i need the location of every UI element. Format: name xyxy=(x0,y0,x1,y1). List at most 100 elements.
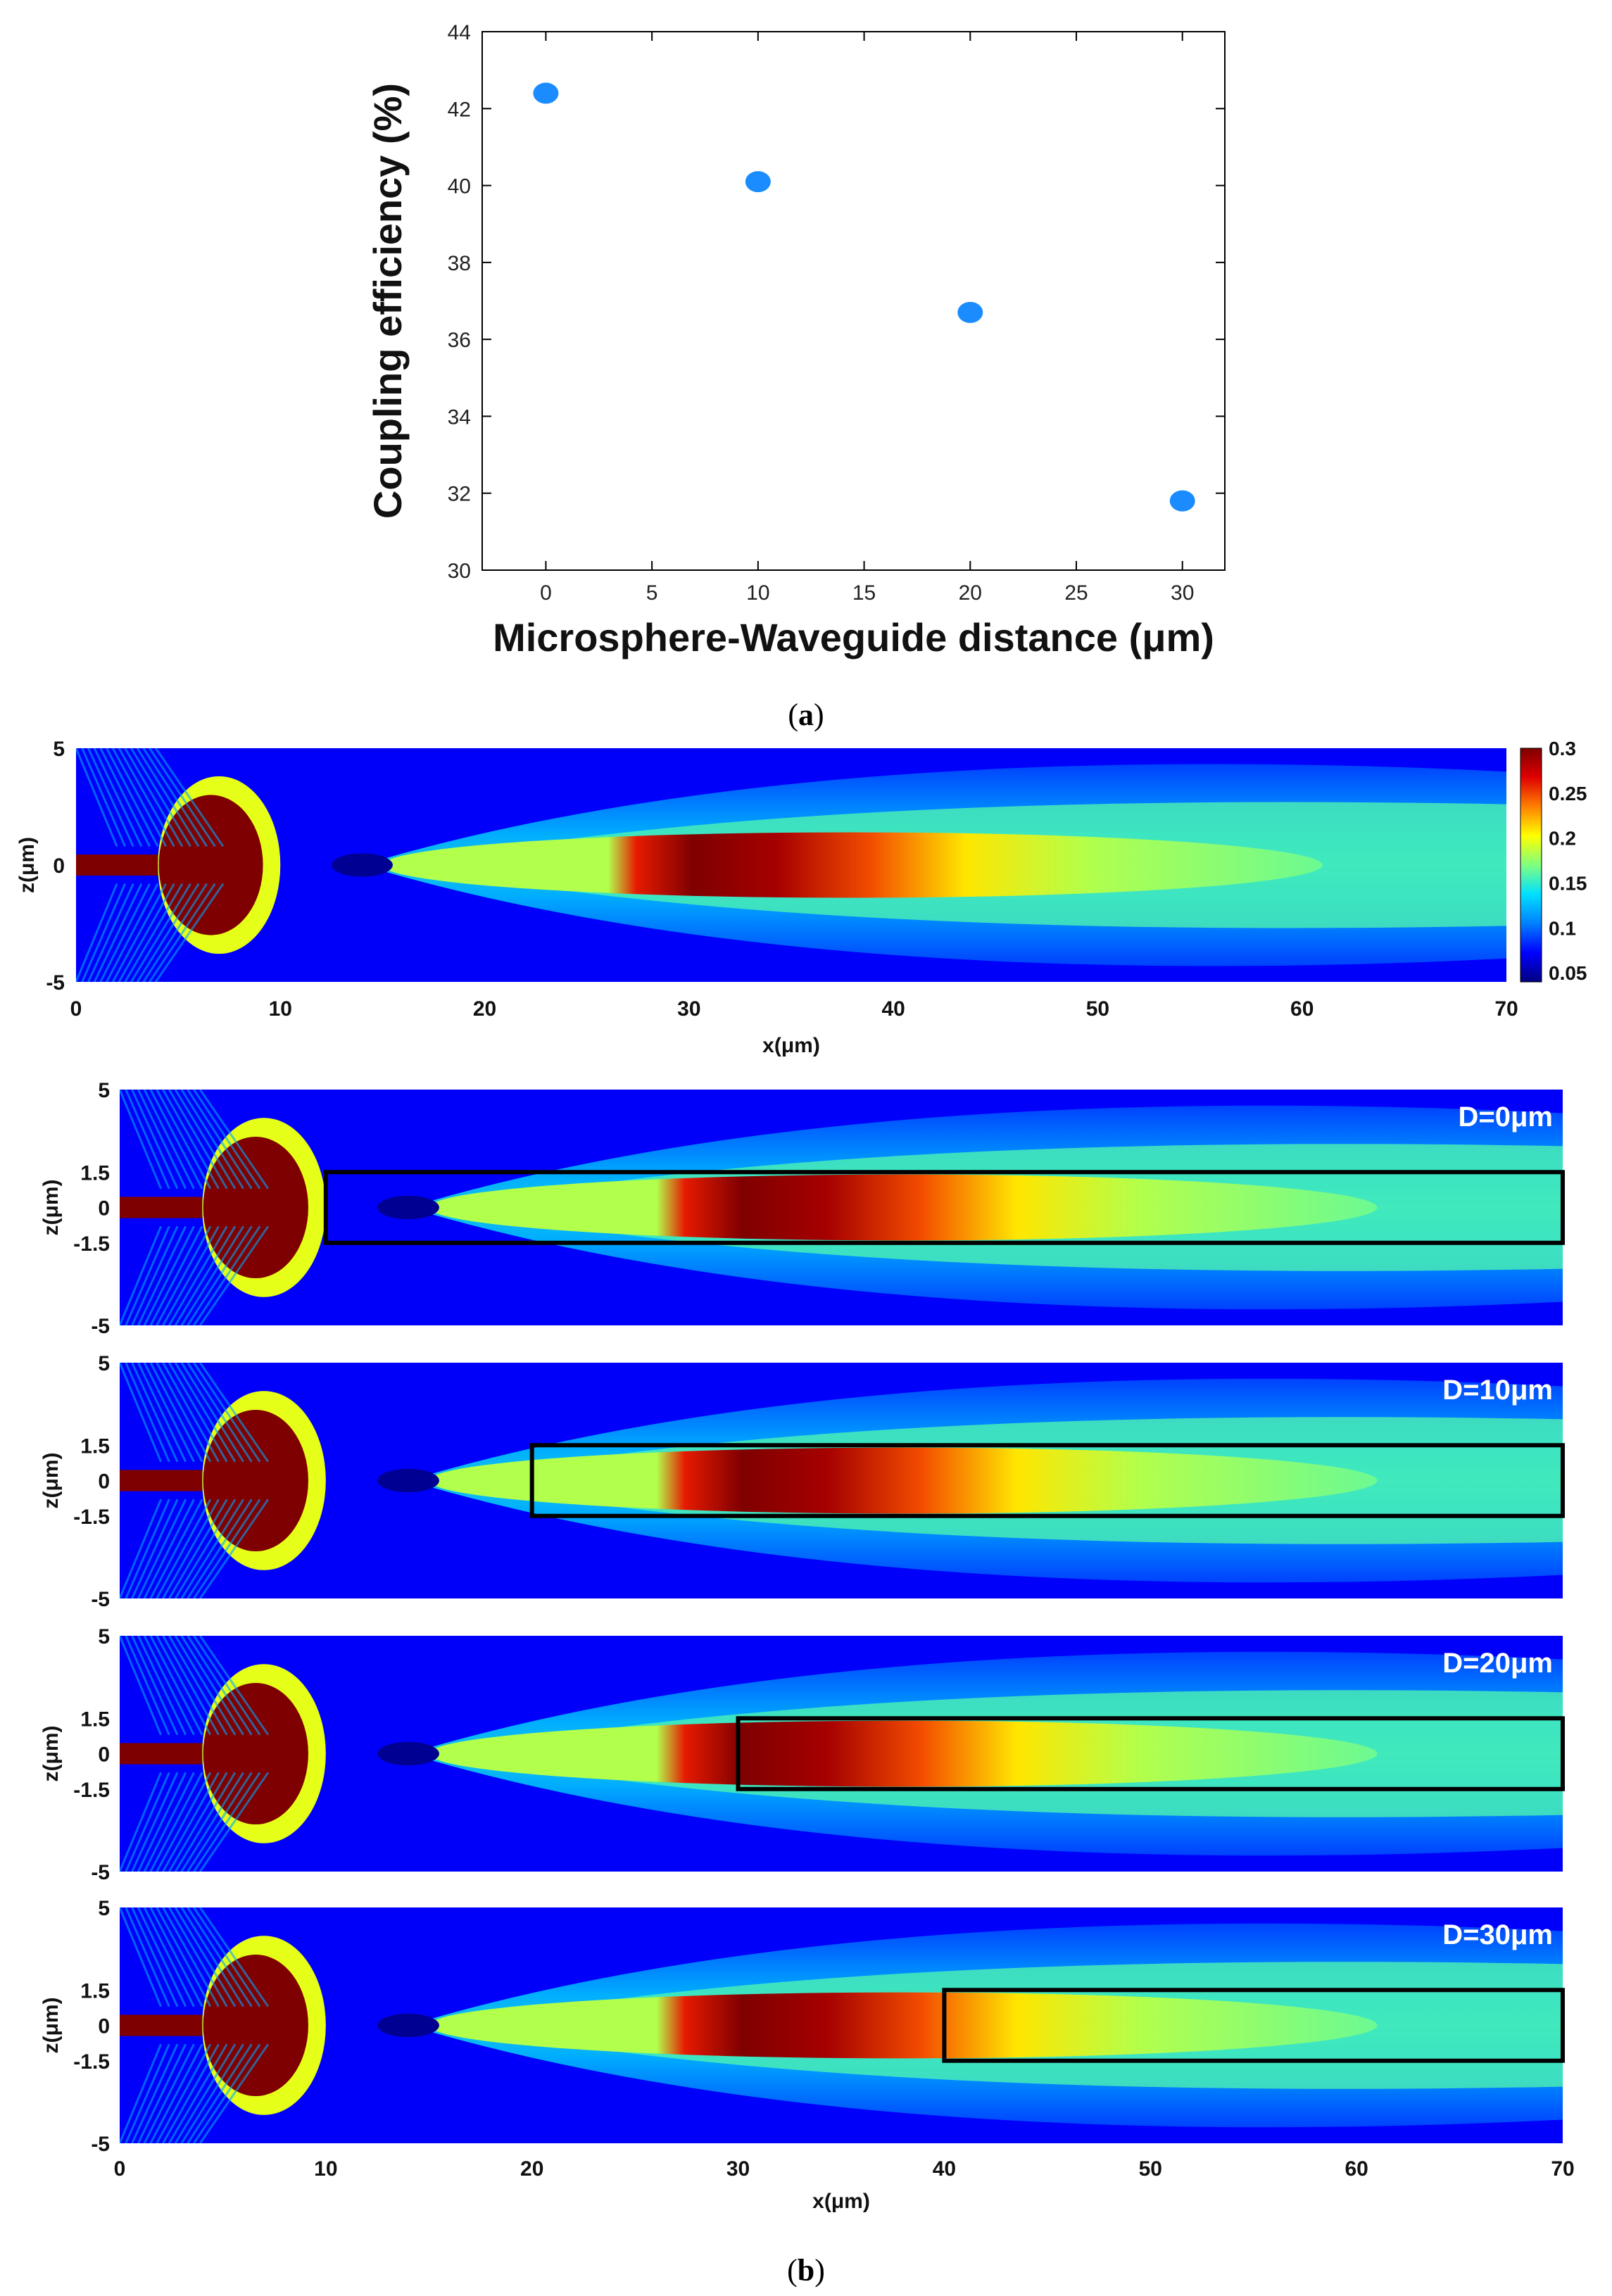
fringe-line xyxy=(120,1907,162,2007)
y-tick-label: 5 xyxy=(98,1897,110,1920)
fringe-line xyxy=(137,1907,187,2007)
y-axis-label: Coupling efficiency (%) xyxy=(365,83,410,519)
data-point xyxy=(957,301,983,323)
y-tick-label: 40 xyxy=(448,175,471,198)
y-tick-label: 0 xyxy=(98,1197,110,1220)
fringe-line xyxy=(174,1907,237,2007)
input-beam xyxy=(120,1197,203,1218)
fringe-line xyxy=(180,1636,244,1736)
fringe-line xyxy=(125,1907,170,2007)
y-tick-label: 36 xyxy=(448,329,471,352)
x-axis-label: Microsphere-Waveguide distance (μm) xyxy=(493,615,1214,660)
x-tick-label: 0 xyxy=(114,2157,126,2181)
fringe-line xyxy=(143,1772,195,1872)
fringe-line xyxy=(187,1907,253,2007)
fringe-line xyxy=(187,1090,253,1190)
fringe-line xyxy=(149,1907,203,2007)
fringe-line xyxy=(156,1090,212,1190)
colorbar-tick-label: 0.2 xyxy=(1549,828,1576,850)
field-image xyxy=(120,1363,1563,1598)
fringe-line xyxy=(131,1499,179,1598)
fringe-line xyxy=(137,1636,187,1736)
fringe-line xyxy=(149,2043,203,2143)
waveguide-outline xyxy=(529,1443,1566,1518)
x-tick-label: 70 xyxy=(1494,997,1518,1021)
x-tick-label: 50 xyxy=(1086,997,1109,1021)
fringe-line xyxy=(199,1090,270,1190)
field-beam xyxy=(429,1992,1378,2059)
fringe-line xyxy=(143,2043,195,2143)
y-tick-label: -5 xyxy=(91,2133,110,2156)
fringe-line xyxy=(120,2043,162,2143)
focus-spot xyxy=(377,1741,439,1766)
fringe-line xyxy=(168,2043,228,2143)
colorbar-bar xyxy=(1520,748,1542,983)
fringe-line xyxy=(137,1363,187,1463)
microsphere-core xyxy=(203,1955,308,2096)
y-tick-label: -1.5 xyxy=(73,2050,110,2074)
fringe-line xyxy=(187,1225,253,1325)
waveguide-outline xyxy=(736,1716,1565,1791)
panel-distance-label: D=0μm xyxy=(1458,1102,1553,1133)
y-tick-label: 0 xyxy=(53,854,65,878)
fringe-line xyxy=(143,1499,195,1598)
fringe-line xyxy=(120,1636,162,1736)
fringe-line xyxy=(87,748,134,847)
focus-spot xyxy=(377,2013,439,2038)
fringe-line xyxy=(180,1907,244,2007)
x-tick-label: 10 xyxy=(314,2157,337,2181)
fringe-line xyxy=(149,748,216,847)
y-tick-label: 5 xyxy=(98,1079,110,1102)
input-beam xyxy=(120,2014,203,2036)
fringe-line xyxy=(180,1225,244,1325)
y-tick-label: 32 xyxy=(448,483,471,506)
y-tick-label: -1.5 xyxy=(73,1232,110,1256)
fringe-line xyxy=(149,1225,203,1325)
fringe-line xyxy=(143,1225,195,1325)
fringe-line xyxy=(199,1225,270,1325)
fringe-line xyxy=(168,1636,228,1736)
x-tick-label: 0 xyxy=(540,581,552,605)
fringe-line xyxy=(120,1499,162,1598)
x-tick-label: 60 xyxy=(1345,2157,1368,2181)
x-tick-label: 50 xyxy=(1139,2157,1162,2181)
fringe-line xyxy=(162,1907,220,2007)
fringe-line xyxy=(149,1363,203,1463)
field-chart-d10: 5 1.5 0 -1.5 -5 z(μm) D=10μm xyxy=(39,1352,1566,1611)
fringe-line xyxy=(193,1225,261,1325)
fringe-line xyxy=(76,748,118,847)
panel-distance-label: D=30μm xyxy=(1442,1919,1553,1950)
y-axis-label: z(μm) xyxy=(39,1997,63,2053)
data-point xyxy=(745,171,771,193)
data-point xyxy=(1169,490,1195,512)
fringe-line xyxy=(120,1225,162,1325)
y-tick-label: 1.5 xyxy=(80,1434,110,1458)
fringe-line xyxy=(120,1363,162,1463)
microsphere-core xyxy=(203,1410,308,1551)
y-tick-label: 0 xyxy=(98,1743,110,1767)
fringe-line xyxy=(99,883,151,982)
x-tick-label: 20 xyxy=(473,997,496,1021)
y-tick-label: 1.5 xyxy=(80,1708,110,1731)
x-axis-label: x(μm) xyxy=(762,1034,820,1057)
x-tick-label: 20 xyxy=(959,581,982,605)
field-beam xyxy=(382,832,1323,898)
fringe-line xyxy=(137,2043,187,2143)
x-tick-label: 20 xyxy=(520,2157,543,2181)
fringe-line xyxy=(187,1772,253,1872)
fringe-line xyxy=(156,2043,212,2143)
fringe-line xyxy=(168,1090,228,1190)
microsphere-core xyxy=(203,1683,308,1824)
fringe-line xyxy=(193,2043,261,2143)
fringe-line xyxy=(125,1636,170,1736)
focus-spot xyxy=(377,1468,439,1493)
fringe-line xyxy=(118,748,175,847)
fringe-line xyxy=(149,1772,203,1872)
focus-spot xyxy=(377,1195,439,1220)
y-tick-label: 5 xyxy=(53,738,65,761)
x-tick-label: 30 xyxy=(1171,581,1194,605)
x-tick-label: 30 xyxy=(726,2157,750,2181)
fringe-line xyxy=(199,2043,270,2143)
fringe-line xyxy=(174,1499,237,1598)
